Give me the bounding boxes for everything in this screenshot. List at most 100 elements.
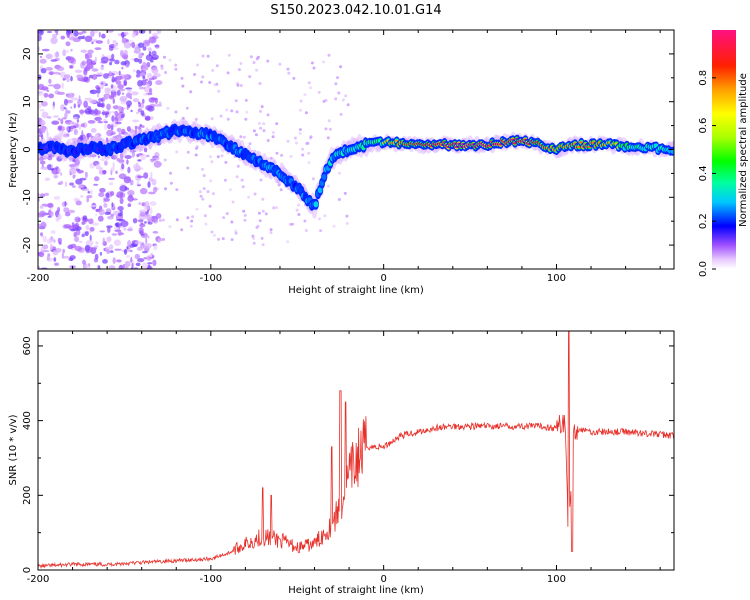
spectrogram-speckle — [121, 163, 125, 170]
spectrogram-speckle — [38, 157, 44, 161]
spectrogram-speckle — [75, 168, 80, 172]
spectrogram-speckle — [73, 116, 78, 120]
spectrogram-speckle — [139, 102, 145, 109]
spectrogram-speckle — [239, 135, 243, 139]
spectrogram-speckle — [132, 163, 140, 170]
spectrogram-speckle — [104, 123, 107, 131]
spectrogram-speckle — [204, 222, 208, 226]
spectrogram-speckle — [75, 178, 83, 185]
spectrogram-speckle — [222, 216, 226, 220]
spectrogram-speckle — [219, 114, 223, 118]
spectrogram-speckle — [138, 209, 147, 213]
spectrogram-speckle — [56, 32, 59, 36]
spectrogram-speckle — [138, 52, 143, 58]
spectrogram-speckle — [49, 243, 53, 251]
spectrogram-speckle — [106, 103, 111, 111]
spectrogram-speckle — [95, 213, 98, 216]
spectrogram-speckle — [180, 228, 184, 232]
spectrogram-speckle — [251, 234, 255, 238]
spectrogram-x-ticks: -200 -100 0 100 — [27, 30, 661, 284]
spectrogram-speckle — [79, 109, 85, 114]
spectrogram-speckle — [41, 111, 49, 119]
spectrogram-speckle — [158, 218, 162, 222]
spectrogram-speckle — [97, 155, 100, 159]
y-tick-label: -10 — [22, 189, 33, 205]
spectrogram-speckle — [47, 215, 52, 218]
spectrogram-speckle — [133, 57, 140, 63]
spectrogram-speckle — [80, 217, 84, 220]
spectrogram-speckle — [208, 204, 212, 208]
spectrogram-speckle — [59, 180, 64, 185]
spectrogram-speckle — [336, 76, 339, 80]
spectrogram-speckle — [211, 68, 215, 72]
x-tick-label: -200 — [27, 574, 50, 585]
spectrogram-speckle — [194, 153, 198, 157]
spectrogram-speckle — [38, 34, 42, 42]
spectrogram-speckle — [105, 192, 110, 199]
colorbar: 0.0 0.2 0.4 0.6 0.8 Normalized spectral ampl… — [698, 30, 749, 277]
spectrogram-speckle — [168, 58, 172, 62]
spectrogram-speckle — [146, 154, 150, 158]
spectrogram-speckle — [317, 90, 321, 94]
spectrogram-speckle — [128, 194, 133, 199]
spectrogram-speckle — [112, 257, 116, 264]
spectrogram-speckle — [324, 127, 328, 131]
spectrogram-speckle — [150, 57, 158, 60]
spectrogram-speckle — [54, 262, 59, 266]
spectrogram-speckle — [114, 43, 119, 47]
spectrogram-speckle — [301, 147, 305, 151]
spectrogram-speckle — [46, 89, 50, 92]
spectrogram-speckle — [234, 99, 238, 103]
spectrogram-speckle — [72, 174, 76, 179]
spectrogram-speckle — [73, 103, 77, 109]
spectrogram-speckle — [38, 251, 45, 258]
spectrogram-speckle — [196, 63, 200, 67]
spectrogram-speckle — [111, 131, 116, 135]
spectrogram-speckle — [50, 211, 54, 217]
spectrogram-speckle — [191, 215, 195, 219]
spectrogram-speckle — [117, 206, 124, 211]
spectrogram-speckle — [230, 220, 234, 224]
spectrogram-speckle — [312, 66, 316, 70]
spectrogram-speckle — [62, 49, 67, 57]
spectrogram-speckle — [227, 53, 231, 57]
spectrogram-speckle — [48, 236, 55, 243]
spectrogram-speckle — [126, 89, 132, 93]
spectrogram-speckle — [235, 110, 239, 114]
spectrogram-speckle — [39, 210, 46, 217]
spectrogram-speckle — [120, 114, 125, 119]
spectrogram-speckle — [140, 167, 144, 171]
spectrogram-speckle — [70, 48, 73, 52]
spectrogram-speckle — [216, 155, 220, 159]
colorbar-bar — [712, 30, 736, 269]
spectrogram-speckle — [119, 185, 128, 192]
spectrogram-speckle — [81, 188, 90, 191]
spectrogram-speckle — [260, 236, 264, 240]
spectrogram-speckle — [152, 259, 157, 267]
spectrogram-speckle — [148, 50, 152, 57]
spectrogram-speckle — [126, 159, 129, 165]
spectrogram-speckle — [181, 116, 185, 120]
spectrogram-speckle — [113, 239, 121, 246]
spectrogram-speckle — [66, 126, 70, 132]
spectrogram-speckle — [38, 134, 43, 137]
spectrogram-speckle — [185, 106, 189, 110]
spectrogram-speckle — [117, 212, 123, 217]
spectrogram-speckle — [144, 41, 150, 45]
spectrogram-speckle — [327, 53, 331, 57]
spectrogram-speckle — [225, 212, 229, 216]
spectrogram-speckle — [206, 54, 210, 58]
spectrogram-speckle — [61, 82, 65, 90]
spectrogram-speckle — [71, 97, 79, 101]
snr-series-line — [38, 331, 674, 570]
spectrogram-speckle — [63, 133, 70, 138]
spectrogram-speckle — [298, 132, 302, 135]
spectrogram-speckle — [225, 108, 229, 112]
spectrogram-speckle — [133, 50, 138, 54]
spectrogram-speckle — [208, 81, 212, 84]
spectrogram-speckle — [40, 166, 49, 170]
spectrogram-speckle — [91, 222, 99, 226]
spectrogram-speckle — [63, 98, 68, 106]
spectrogram-speckle — [275, 122, 279, 126]
spectrogram-speckle — [236, 83, 240, 87]
